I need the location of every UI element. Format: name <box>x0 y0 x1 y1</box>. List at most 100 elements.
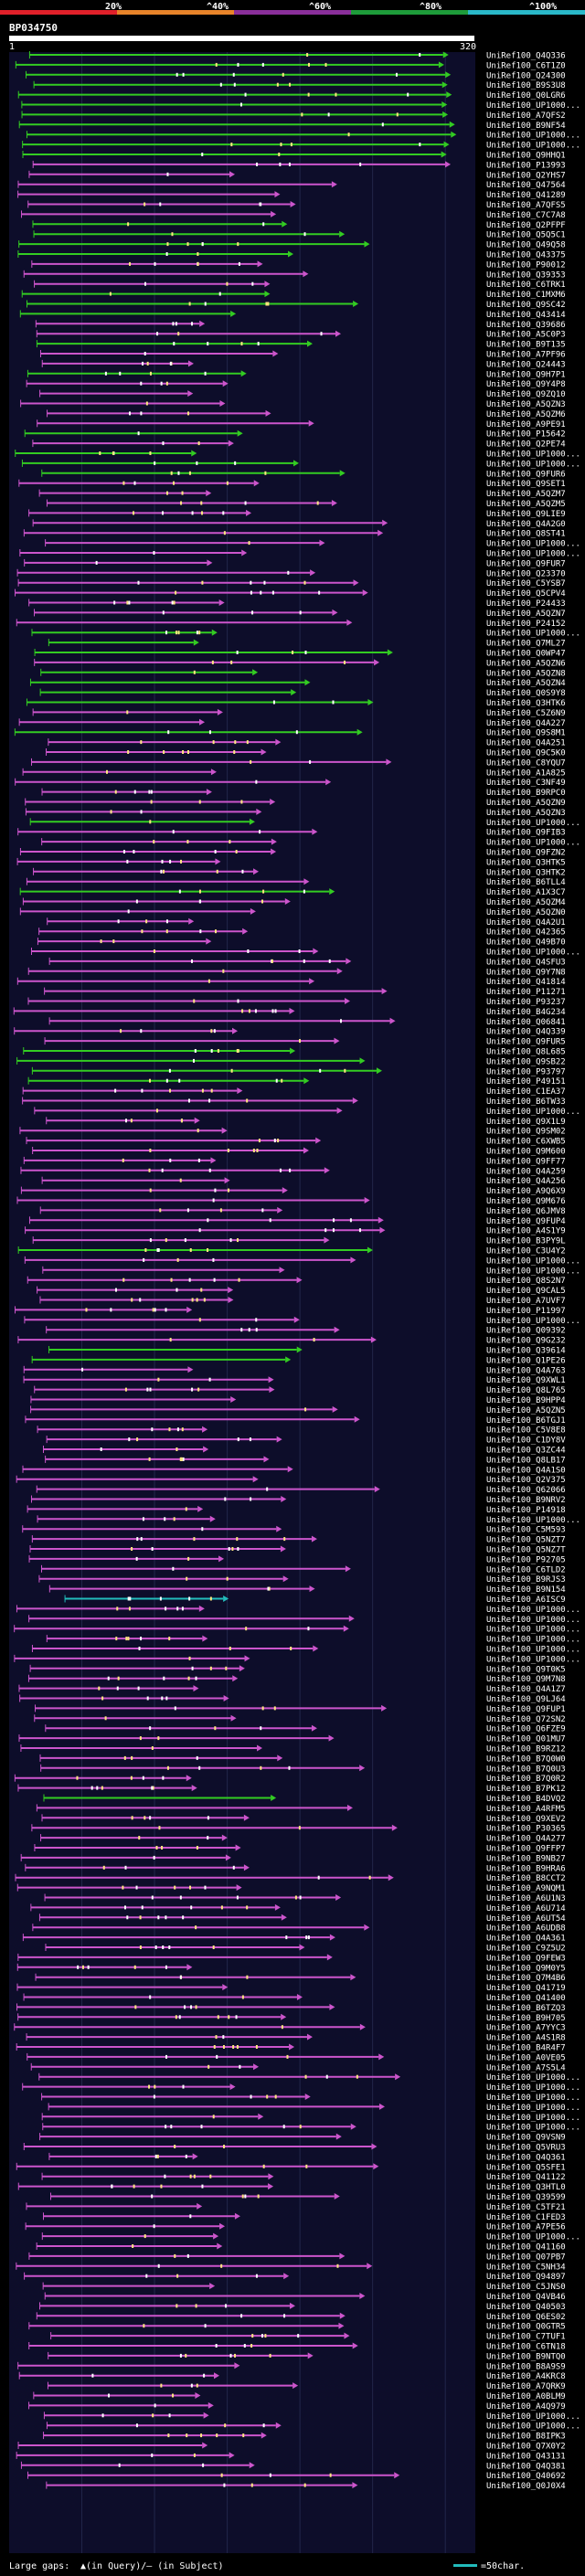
hit-label: UniRef100_A6U1N3 <box>486 1894 566 1903</box>
gap-mark <box>188 1277 191 1282</box>
gap-mark <box>120 1029 122 1034</box>
gap-mark <box>184 1238 186 1243</box>
hit-label: UniRef100_Q8L765 <box>486 1386 566 1395</box>
hit-arrowhead <box>237 429 243 437</box>
gap-mark <box>107 1676 110 1680</box>
gap-mark <box>250 590 252 595</box>
hit-arrowhead <box>386 758 392 766</box>
gap-mark <box>170 1277 173 1282</box>
gap-mark <box>141 1088 144 1093</box>
hit-arrowhead <box>441 151 447 158</box>
hit-arrowhead <box>374 659 380 666</box>
hit-label: UniRef100_B4R4F7 <box>486 2044 566 2053</box>
gap-mark <box>208 730 211 735</box>
gap-mark <box>278 153 281 156</box>
hit-arrowhead <box>451 131 457 138</box>
gap-mark <box>153 2224 155 2229</box>
gap-mark <box>222 969 225 973</box>
gap-mark <box>258 1139 261 1143</box>
gap-mark <box>127 222 130 227</box>
hit-arrowhead <box>291 689 297 696</box>
gap-mark <box>237 1547 239 1551</box>
gap-mark <box>176 631 178 635</box>
hit-label: UniRef100_A1X3C7 <box>486 888 566 897</box>
hit-label: UniRef100_C1MXM6 <box>486 291 566 300</box>
hit-label: UniRef100_UP1000... <box>486 630 580 639</box>
hit-arrowhead <box>367 1246 373 1254</box>
hit-label: UniRef100_A5QZN7 <box>486 610 566 619</box>
gap-mark <box>149 1387 152 1392</box>
gap-mark <box>244 2194 247 2199</box>
hit-arrowhead <box>395 2073 401 2081</box>
gap-mark <box>262 2423 265 2428</box>
hit-arrowhead <box>222 380 229 387</box>
scale-segment <box>468 10 585 15</box>
hit-arrowhead <box>252 669 259 676</box>
gap-mark <box>250 2094 252 2099</box>
gap-mark <box>226 1576 229 1581</box>
gap-mark <box>207 1816 209 1820</box>
gap-mark <box>106 769 109 774</box>
gap-mark <box>222 2035 225 2040</box>
gap-mark <box>207 1248 209 1252</box>
gap-mark <box>210 1029 213 1034</box>
gap-mark <box>184 2005 186 2009</box>
gap-mark <box>169 859 172 864</box>
gap-mark <box>332 1228 335 1233</box>
hit-label: UniRef100_Q3HTK2 <box>486 868 566 877</box>
hit-label: UniRef100_Q8LB17 <box>486 1456 566 1465</box>
hit-arrowhead <box>339 230 346 238</box>
gap-mark <box>203 1298 206 1302</box>
gap-mark <box>268 1586 271 1591</box>
hit-arrowhead <box>311 1535 317 1542</box>
hit-label: UniRef100_UP1000... <box>486 839 580 848</box>
gap-mark <box>179 2353 182 2358</box>
gap-mark <box>298 949 301 953</box>
gap-mark <box>190 1905 193 1910</box>
hit-label: UniRef100_P11997 <box>486 1307 566 1316</box>
hit-label: UniRef100_A9PE91 <box>486 420 566 429</box>
hit-arrowhead <box>193 1685 199 1692</box>
hit-label: UniRef100_P24433 <box>486 599 566 609</box>
hit-label: UniRef100_UP1000... <box>486 2094 580 2103</box>
hit-label: UniRef100_A7QFS2 <box>486 111 566 121</box>
gap-mark <box>209 1596 212 1601</box>
hit-arrowhead <box>193 639 199 646</box>
gap-mark <box>256 162 259 166</box>
gap-mark <box>240 342 243 346</box>
hit-label: UniRef100_UP1000... <box>486 460 580 469</box>
hit-arrowhead <box>228 1297 234 1303</box>
hit-label: UniRef100_B7PK12 <box>486 1785 566 1794</box>
gap-mark <box>301 112 303 117</box>
hit-arrowhead <box>211 629 218 636</box>
scale-label-60: ^60% <box>309 2 331 12</box>
hit-arrowhead <box>281 1913 287 1921</box>
hit-arrowhead <box>234 2212 240 2220</box>
gap-mark <box>153 949 155 953</box>
hit-label: UniRef100_A5QZN3 <box>486 400 566 409</box>
hit-label: UniRef100_B7Q0W0 <box>486 1754 566 1764</box>
gap-mark <box>196 1755 198 1760</box>
hit-arrowhead <box>264 281 271 288</box>
hit-label: UniRef100_A4KRC8 <box>486 2372 566 2381</box>
gap-mark <box>200 2433 203 2438</box>
gap-mark <box>154 1945 157 1949</box>
gap-mark <box>110 1308 112 1312</box>
gap-mark <box>133 481 136 485</box>
gap-mark <box>252 1149 255 1152</box>
hit-arrowhead <box>274 191 281 198</box>
hit-arrowhead <box>345 1565 351 1573</box>
gap-mark <box>151 1547 154 1551</box>
gap-mark <box>165 929 168 934</box>
gap-mark <box>316 501 319 505</box>
gap-mark <box>161 1696 164 1701</box>
gap-mark <box>87 1965 90 1969</box>
gap-mark <box>219 1208 222 1213</box>
hit-arrowhead <box>336 968 343 975</box>
gap-mark <box>180 859 183 864</box>
hit-label: UniRef100_Q9SM02 <box>486 1128 566 1137</box>
gap-mark <box>279 162 282 166</box>
hit-label: UniRef100_Q0LGR6 <box>486 91 566 101</box>
gap-mark <box>176 2304 178 2308</box>
gap-mark <box>135 899 138 904</box>
